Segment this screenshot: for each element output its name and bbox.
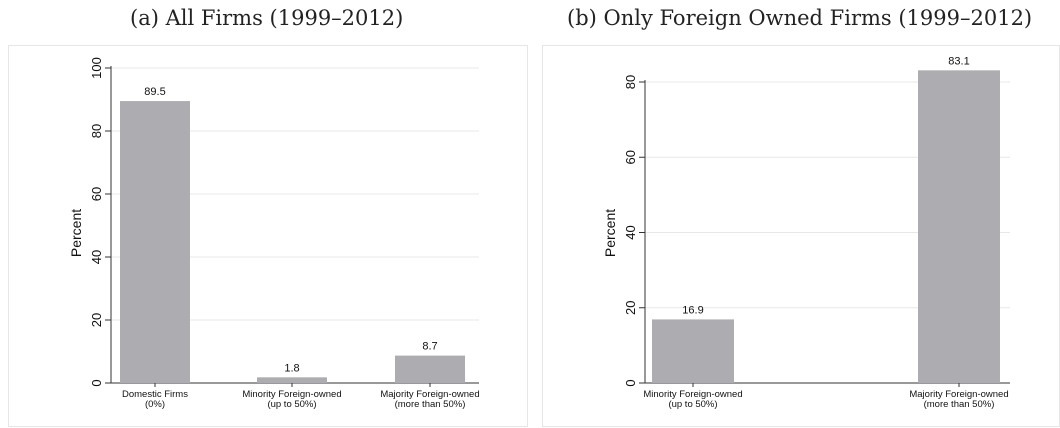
chart-a-bar-value-label: 89.5 — [144, 86, 165, 98]
chart-a-category-label: Majority Foreign-owned — [380, 389, 479, 400]
chart-b-ytick-label: 60 — [623, 150, 638, 164]
chart-a-bar — [257, 377, 327, 383]
chart-a-title: (a) All Firms (1999–2012) — [130, 6, 404, 30]
chart-a-bar — [395, 355, 465, 383]
chart-a-category-label: Domestic Firms — [122, 389, 188, 400]
chart-a-ytick-label: 40 — [89, 250, 104, 264]
chart-b-bar — [652, 319, 734, 383]
chart-b-bar-value-label: 16.9 — [682, 304, 703, 316]
chart-b-bar-value-label: 83.1 — [948, 55, 969, 67]
chart-a-ytick-label: 80 — [89, 124, 104, 138]
chart-b-ytick-label: 0 — [623, 379, 638, 386]
chart-a-ylabel: Percent — [68, 209, 84, 257]
chart-a-panel: 0 20 40 60 80 100 Percent 89.5 Domestic Firms (0%… — [8, 45, 528, 427]
chart-b-ylabel: Percent — [602, 209, 618, 257]
chart-a-category-label: Minority Foreign-owned — [242, 389, 341, 400]
chart-a-bar-value-label: 8.7 — [422, 341, 437, 353]
chart-a-category-label: (0%) — [145, 399, 165, 410]
chart-b-ytick-label: 20 — [623, 301, 638, 315]
chart-a-ytick-label: 0 — [89, 379, 104, 386]
chart-b-category-label: Majority Foreign-owned — [909, 389, 1008, 400]
chart-a-bar — [120, 101, 190, 383]
chart-a-category-label: (up to 50%) — [267, 399, 316, 410]
chart-a-ytick-label: 100 — [89, 57, 104, 79]
chart-b-category-label: Minority Foreign-owned — [643, 389, 742, 400]
chart-a-category-label: (more than 50%) — [395, 399, 466, 410]
chart-b-title: (b) Only Foreign Owned Firms (1999–2012) — [567, 6, 1033, 30]
chart-a-ytick-label: 60 — [89, 187, 104, 201]
chart-b-bar — [918, 70, 1000, 384]
chart-a-svg: 0 20 40 60 80 100 Percent 89.5 Domestic Firms(0%… — [68, 57, 480, 410]
chart-b-panel: 0 20 40 60 80 Percent 16.9 Minority Foreign-own… — [542, 45, 1060, 427]
chart-b-svg: 0 20 40 60 80 Percent 16.9 Minority Foreign-own… — [602, 55, 1010, 410]
chart-a-bar-value-label: 1.8 — [284, 362, 299, 374]
chart-b-ytick-label: 40 — [623, 225, 638, 239]
chart-b-ytick-label: 80 — [623, 75, 638, 89]
chart-a-ytick-label: 20 — [89, 313, 104, 327]
chart-b-category-label: (up to 50%) — [668, 399, 717, 410]
chart-b-category-label: (more than 50%) — [924, 399, 995, 410]
